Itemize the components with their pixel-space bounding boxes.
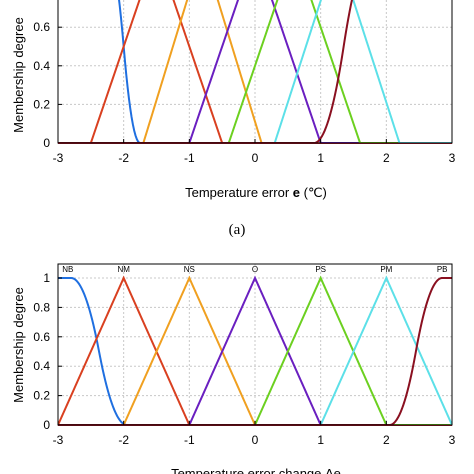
chart-a-x-ticks: -3 -2 -1 0 1 2 3 bbox=[53, 139, 456, 165]
chart-a-y-axis-label: Membership degree bbox=[11, 17, 26, 133]
series-nm bbox=[58, 275, 452, 425]
x-tick-label: 0 bbox=[252, 151, 259, 165]
x-tick-label: -3 bbox=[53, 151, 64, 165]
mf-label-nb: NB bbox=[62, 265, 73, 274]
mf-label-pb: PB bbox=[437, 265, 448, 274]
y-tick-label: 0.4 bbox=[33, 359, 50, 373]
mf-label-o: O bbox=[252, 265, 258, 274]
x-tick-label: 3 bbox=[449, 433, 456, 447]
y-tick-label: 0.2 bbox=[33, 389, 50, 403]
y-tick-label: 0 bbox=[43, 136, 50, 150]
y-tick-label: 0.4 bbox=[33, 59, 50, 73]
chart-b-grid bbox=[58, 264, 452, 425]
chart-b-x-ticks: -3 -2 -1 0 1 2 3 bbox=[53, 421, 456, 447]
chart-b-mf-labels: NB NM NS O PS PM PB bbox=[62, 265, 447, 274]
x-tick-label: 3 bbox=[449, 151, 456, 165]
x-tick-label: 1 bbox=[317, 151, 324, 165]
mf-label-ps: PS bbox=[315, 265, 326, 274]
series-pm bbox=[58, 0, 452, 143]
x-tick-label: 2 bbox=[383, 151, 390, 165]
chart-b-x-axis-label: Temperature error change Δe bbox=[171, 466, 341, 474]
mf-label-pm: PM bbox=[380, 265, 392, 274]
mf-label-nm: NM bbox=[117, 265, 130, 274]
chart-a-y-ticks: 00.20.40.60.8 bbox=[33, 20, 62, 150]
x-tick-label: 2 bbox=[383, 433, 390, 447]
chart-b-y-axis-label: Membership degree bbox=[11, 287, 26, 403]
x-tick-label: -2 bbox=[118, 151, 129, 165]
mf-label-ns: NS bbox=[184, 265, 195, 274]
x-tick-label: -2 bbox=[118, 433, 129, 447]
x-tick-label: -1 bbox=[184, 151, 195, 165]
series-ps bbox=[58, 0, 452, 143]
chart-b: NB NM NS O PS PM PB -3 -2 -1 0 1 2 3 00.20.40.60.81 … bbox=[11, 263, 456, 474]
chart-b-y-ticks: 0 0.2 0.4 0.6 0.8 1 bbox=[33, 271, 62, 432]
series-o bbox=[58, 275, 452, 425]
y-tick-label: 1 bbox=[43, 271, 50, 285]
x-tick-label: 1 bbox=[317, 433, 324, 447]
chart-a-caption: (a) bbox=[229, 222, 246, 238]
y-tick-label: 0.8 bbox=[33, 300, 50, 314]
chart-a-x-axis-label: Temperature error e (℃) bbox=[185, 185, 327, 200]
y-tick-label: 0.2 bbox=[33, 97, 50, 111]
series-nm bbox=[58, 0, 452, 143]
y-tick-label: 0.6 bbox=[33, 330, 50, 344]
y-tick-label: 0.6 bbox=[33, 20, 50, 34]
series-ns bbox=[58, 0, 452, 143]
x-tick-label: -1 bbox=[184, 433, 195, 447]
x-tick-label: -3 bbox=[53, 433, 64, 447]
x-tick-label: 0 bbox=[252, 433, 259, 447]
series-pm bbox=[58, 275, 452, 425]
y-tick-label: 0 bbox=[43, 418, 50, 432]
